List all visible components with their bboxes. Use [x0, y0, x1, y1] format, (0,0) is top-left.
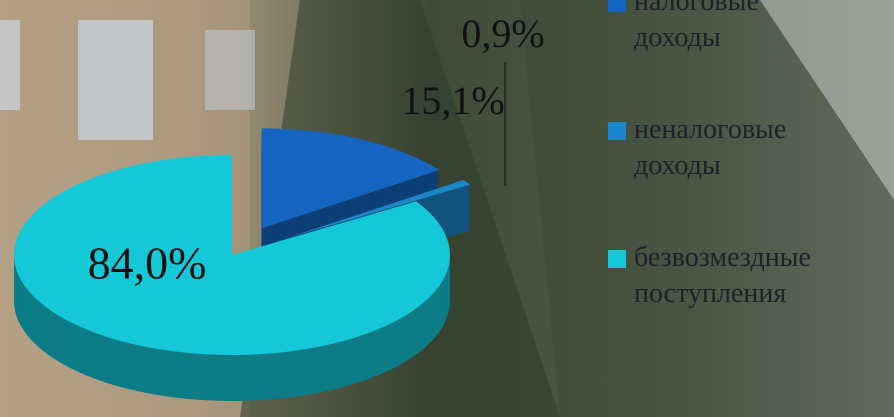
slide: 15,1%0,9%84,0%налоговыедоходыненалоговые…	[0, 0, 894, 417]
legend-swatch	[608, 0, 626, 12]
value-label: 0,9%	[461, 11, 544, 56]
value-label: 15,1%	[401, 78, 504, 123]
legend-swatch	[608, 122, 626, 140]
chart: 15,1%0,9%84,0%налоговыедоходыненалоговые…	[0, 0, 894, 417]
legend-swatch	[608, 250, 626, 268]
value-label: 84,0%	[88, 238, 207, 289]
